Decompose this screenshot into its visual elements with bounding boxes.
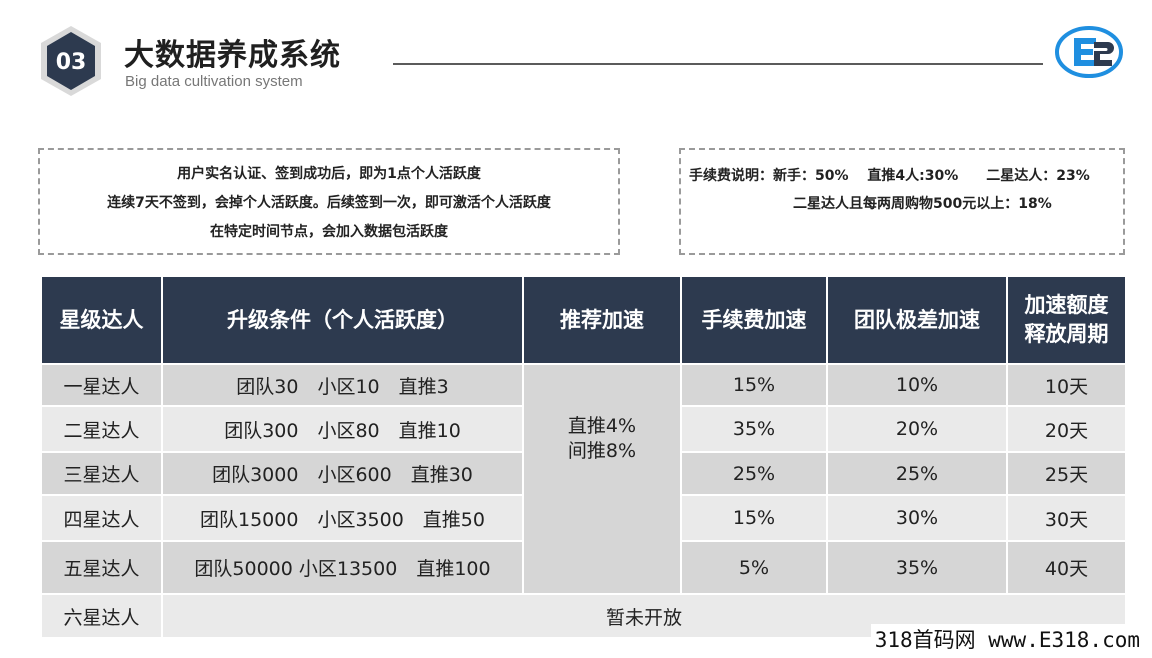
star-level-table: 星级达人 升级条件（个人活跃度） 推荐加速 手续费加速 团队极差加速 加速额度 … bbox=[40, 275, 1127, 639]
cell-condition: 团队30 小区10 直推3 bbox=[161, 363, 524, 407]
cell-fee: 35% bbox=[680, 405, 828, 453]
col-header-team: 团队极差加速 bbox=[826, 275, 1008, 365]
table-row: 五星达人 团队50000 小区13500 直推100 5% 35% 40天 bbox=[40, 540, 1127, 595]
cell-not-open: 暂未开放 bbox=[161, 593, 1127, 639]
cell-level: 三星达人 bbox=[40, 451, 163, 496]
cell-condition: 团队3000 小区600 直推30 bbox=[161, 451, 524, 496]
fee-line-1: 手续费说明：新手：50% 直推4人:30% 二星达人：23% bbox=[689, 168, 1090, 184]
cell-team: 10% bbox=[826, 363, 1008, 407]
site-watermark: 318首码网 www.E318.com bbox=[870, 624, 1144, 654]
table-row: 二星达人 团队300 小区80 直推10 35% 20% 20天 bbox=[40, 405, 1127, 453]
cell-fee: 5% bbox=[680, 540, 828, 595]
recommend-direct: 直推4% bbox=[567, 415, 637, 437]
table-row: 三星达人 团队3000 小区600 直推30 25% 25% 25天 bbox=[40, 451, 1127, 496]
cell-level: 一星达人 bbox=[40, 363, 163, 407]
cell-period: 25天 bbox=[1006, 451, 1127, 496]
cell-level: 二星达人 bbox=[40, 405, 163, 453]
cell-fee: 15% bbox=[680, 363, 828, 407]
cell-condition: 团队15000 小区3500 直推50 bbox=[161, 494, 524, 542]
cell-period: 10天 bbox=[1006, 363, 1127, 407]
section-badge: 03 bbox=[41, 26, 101, 96]
cell-period: 20天 bbox=[1006, 405, 1127, 453]
cell-level: 四星达人 bbox=[40, 494, 163, 542]
brand-logo-icon bbox=[1055, 26, 1123, 78]
fee-line-2: 二星达人且每两周购物500元以上：18% bbox=[793, 196, 1052, 212]
cell-fee: 25% bbox=[680, 451, 828, 496]
cell-level: 五星达人 bbox=[40, 540, 163, 595]
cell-team: 35% bbox=[826, 540, 1008, 595]
page-title: 大数据养成系统 bbox=[124, 38, 341, 73]
cell-team: 30% bbox=[826, 494, 1008, 542]
fee-explanation-box: 手续费说明：新手：50% 直推4人:30% 二星达人：23% 二星达人且每两周购… bbox=[679, 148, 1125, 255]
badge-number: 03 bbox=[56, 50, 87, 75]
col-header-recommend: 推荐加速 bbox=[522, 275, 682, 365]
cell-period: 30天 bbox=[1006, 494, 1127, 542]
col-header-period-line-1: 加速额度 bbox=[1024, 293, 1109, 317]
cell-condition: 团队300 小区80 直推10 bbox=[161, 405, 524, 453]
recommend-indirect: 间推8% bbox=[567, 440, 637, 462]
cell-period: 40天 bbox=[1006, 540, 1127, 595]
table-row: 六星达人 暂未开放 bbox=[40, 593, 1127, 639]
cell-level: 六星达人 bbox=[40, 593, 163, 639]
table-header-row: 星级达人 升级条件（个人活跃度） 推荐加速 手续费加速 团队极差加速 加速额度 … bbox=[40, 275, 1127, 365]
cell-team: 20% bbox=[826, 405, 1008, 453]
activity-rule-line: 连续7天不签到，会掉个人活跃度。后续签到一次，即可激活个人活跃度 bbox=[107, 195, 551, 211]
col-header-level: 星级达人 bbox=[40, 275, 163, 365]
cell-condition: 团队50000 小区13500 直推100 bbox=[161, 540, 524, 595]
col-header-condition: 升级条件（个人活跃度） bbox=[161, 275, 524, 365]
table-row: 一星达人 团队30 小区10 直推3 直推4% 间推8% 15% 10% 10天 bbox=[40, 363, 1127, 595]
cell-team: 25% bbox=[826, 451, 1008, 496]
table-row: 四星达人 团队15000 小区3500 直推50 15% 30% 30天 bbox=[40, 494, 1127, 542]
col-header-fee: 手续费加速 bbox=[680, 275, 828, 365]
cell-fee: 15% bbox=[680, 494, 828, 542]
header-divider bbox=[393, 63, 1043, 65]
col-header-period-line-2: 释放周期 bbox=[1024, 322, 1109, 346]
activity-rule-line: 在特定时间节点，会加入数据包活跃度 bbox=[210, 224, 448, 240]
col-header-period: 加速额度 释放周期 bbox=[1006, 275, 1127, 365]
activity-rules-box: 用户实名认证、签到成功后，即为1点个人活跃度 连续7天不签到，会掉个人活跃度。后… bbox=[38, 148, 620, 255]
cell-recommend: 直推4% 间推8% bbox=[522, 363, 682, 595]
page-subtitle: Big data cultivation system bbox=[125, 73, 303, 90]
activity-rule-line: 用户实名认证、签到成功后，即为1点个人活跃度 bbox=[177, 166, 481, 182]
